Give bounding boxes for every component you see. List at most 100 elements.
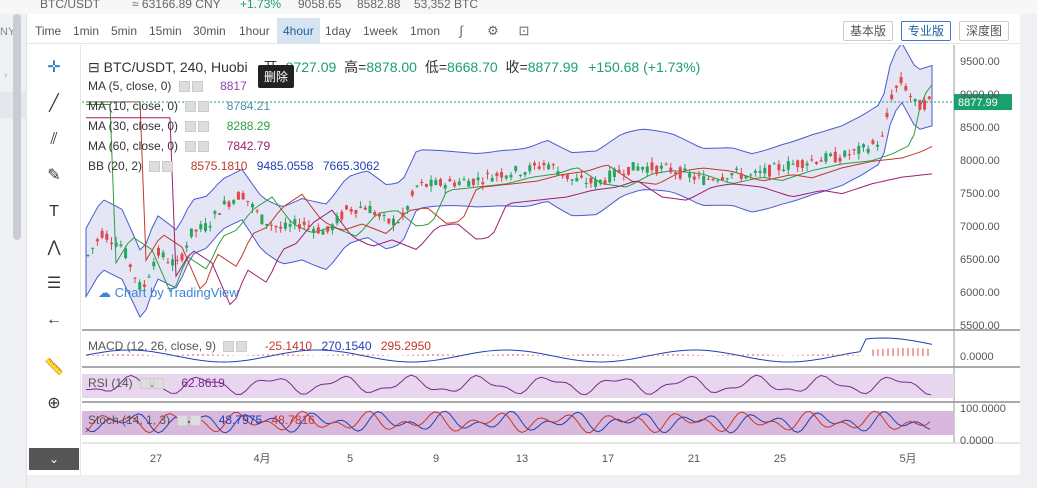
- candle-body: [706, 178, 710, 180]
- open-value: 8727.09: [285, 59, 337, 75]
- current-price-label: 8877.99: [958, 97, 998, 109]
- candle-body: [462, 179, 466, 181]
- zoom-in-icon[interactable]: ⊕: [47, 395, 61, 412]
- candle-body: [857, 146, 861, 154]
- view-pro-button[interactable]: 专业版: [901, 21, 952, 41]
- interval-1hour[interactable]: 1hour: [239, 24, 270, 38]
- candle-body: [824, 153, 828, 162]
- ma30-settings-icons[interactable]: [185, 121, 219, 133]
- candle-body: [100, 230, 104, 238]
- candle-body: [702, 176, 706, 185]
- bottom-strip: [27, 475, 1020, 488]
- candle-body: [166, 262, 170, 264]
- candle-body: [612, 168, 616, 177]
- scroll-down-button[interactable]: ⌄: [29, 448, 79, 470]
- legend-ma5[interactable]: MA (5, close, 0) 8817: [88, 79, 247, 93]
- candle-body: [443, 185, 447, 189]
- candle-body: [509, 174, 513, 178]
- candle-body: [448, 179, 452, 182]
- candle-body: [368, 205, 372, 214]
- collapse-icon[interactable]: ⊟: [88, 59, 100, 75]
- candle-body: [655, 165, 659, 174]
- chevron-icon[interactable]: ›: [4, 70, 8, 81]
- candle-body: [721, 177, 724, 180]
- high-value: 8878.00: [366, 59, 417, 75]
- screenshot-icon[interactable]: ⊡: [518, 23, 530, 38]
- legend-bb[interactable]: BB (20, 2) 8575.1810 9485.0558 7665.3062: [88, 159, 380, 173]
- candle-body: [786, 161, 790, 170]
- brush-icon[interactable]: ✎: [47, 167, 61, 184]
- right-frame: [1020, 14, 1037, 488]
- candle-body: [584, 183, 588, 185]
- candle-body: [218, 213, 222, 215]
- fib-retracement-icon[interactable]: ☰: [46, 275, 62, 292]
- interval-1week[interactable]: 1week: [363, 24, 398, 38]
- candle-body: [152, 261, 156, 267]
- candle-body: [603, 180, 607, 184]
- candle-body: [800, 160, 804, 169]
- back-arrow-icon[interactable]: ←: [46, 311, 62, 328]
- interval-5min[interactable]: 5min: [111, 24, 138, 38]
- stoch-line: [85, 410, 931, 434]
- legend-ma30[interactable]: MA (30, close, 0) 8288.29: [88, 119, 271, 133]
- price-chart[interactable]: 8877.99 9500.00 9000.00 8500.00 8000.00 7500.…: [82, 45, 1020, 475]
- legend-ma10[interactable]: MA (10, close, 0) 8784.21: [88, 99, 271, 113]
- interval-4hour[interactable]: 4hour: [277, 18, 320, 44]
- candle-body: [406, 206, 410, 210]
- candle-body: [631, 162, 635, 171]
- chart-area[interactable]: 8877.99 9500.00 9000.00 8500.00 8000.00 7500.…: [82, 45, 1020, 475]
- legend-ma60[interactable]: MA (60, close, 0) 7842.79: [88, 139, 271, 153]
- candle-body: [862, 144, 865, 148]
- candle-body: [189, 228, 193, 237]
- candle-body: [777, 164, 781, 171]
- candle-body: [490, 178, 494, 182]
- candle-body: [533, 162, 536, 166]
- legend-rsi[interactable]: RSI (14) 62.8619: [88, 376, 225, 390]
- view-depth-button[interactable]: 深度图: [959, 21, 1010, 41]
- candle-body: [523, 172, 527, 175]
- interval-15min[interactable]: 15min: [149, 24, 182, 38]
- candle-body: [204, 223, 207, 232]
- interval-1day[interactable]: 1day: [325, 24, 352, 38]
- candle-body: [570, 179, 574, 181]
- candle-body: [377, 213, 381, 217]
- candle-body: [815, 161, 818, 164]
- interval-1min[interactable]: 1min: [73, 24, 100, 38]
- candle-body: [580, 175, 583, 178]
- settings-gear-icon[interactable]: ⚙: [487, 23, 499, 38]
- candle-body: [213, 211, 217, 214]
- bb-settings-icons[interactable]: [149, 161, 183, 173]
- indicator-icon[interactable]: ∫: [459, 23, 463, 38]
- ma5-settings-icons[interactable]: [178, 81, 213, 93]
- ma10-settings-icons[interactable]: [185, 101, 219, 113]
- legend-macd[interactable]: MACD (12, 26, close, 9) -25.1410 270.154…: [88, 339, 431, 353]
- fib-channel-icon[interactable]: ⫽: [50, 131, 58, 148]
- ruler-icon[interactable]: 📏: [44, 359, 64, 376]
- vertical-scrollbar[interactable]: [13, 14, 21, 240]
- candle-body: [927, 96, 931, 99]
- price-axis-label: 6500.00: [960, 254, 1000, 266]
- candle-body: [838, 157, 842, 162]
- pattern-icon[interactable]: ⋀: [47, 239, 61, 256]
- macd-settings-icons[interactable]: [223, 341, 257, 353]
- candle-body: [288, 224, 292, 227]
- chart-toolbar: Time 1min 5min 15min 30min 1hour 4hour 1…: [27, 18, 1020, 44]
- candle-body: [307, 225, 311, 227]
- candle-body: [340, 211, 344, 220]
- legend-stoch[interactable]: Stoch (14, 1, 3) 48.7975 48.7816: [88, 413, 315, 427]
- candle-body: [246, 200, 250, 202]
- stoch-settings-icons[interactable]: [177, 415, 211, 427]
- interval-1mon[interactable]: 1mon: [410, 24, 441, 38]
- trendline-icon[interactable]: ╱: [49, 95, 59, 112]
- candle-body: [514, 166, 518, 172]
- rsi-settings-icons[interactable]: [140, 378, 174, 390]
- text-tool-icon[interactable]: T: [49, 203, 59, 220]
- candle-body: [396, 221, 400, 223]
- time-axis-label: 4月: [253, 453, 270, 465]
- interval-30min[interactable]: 30min: [193, 24, 226, 38]
- ma60-settings-icons[interactable]: [185, 141, 219, 153]
- view-basic-button[interactable]: 基本版: [843, 21, 894, 41]
- candle-body: [622, 173, 626, 176]
- candle-body: [279, 226, 283, 229]
- crosshair-icon[interactable]: ✛: [47, 59, 61, 76]
